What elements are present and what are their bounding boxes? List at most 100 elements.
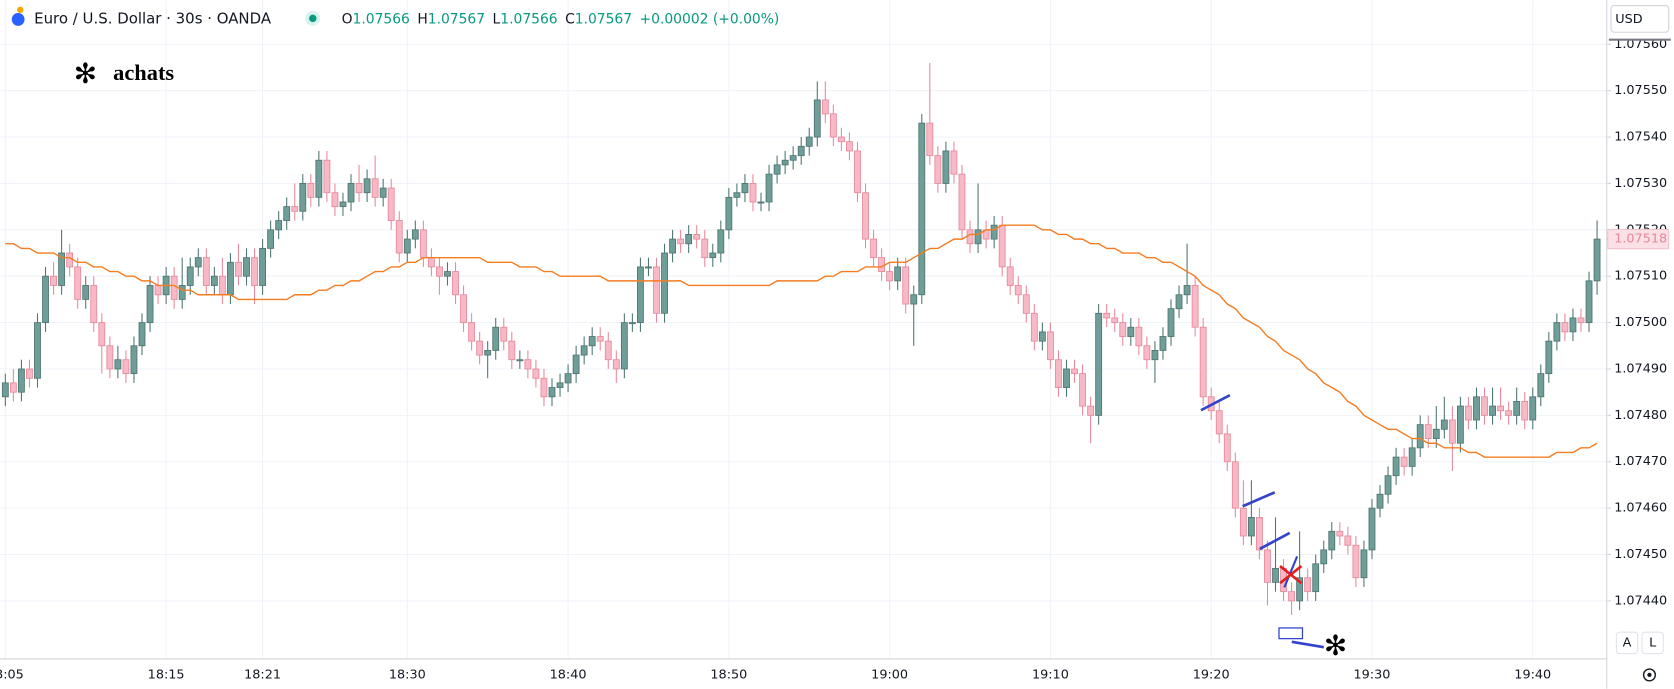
- scale-button[interactable]: [1641, 631, 1664, 655]
- candle-body: [34, 322, 41, 379]
- candle-body: [1127, 326, 1135, 337]
- y-tick-label: 1.07500: [1614, 315, 1667, 330]
- candle-body: [741, 183, 749, 194]
- symbol-title: Euro / U.S. Dollar · 30s · OANDA: [34, 9, 272, 27]
- candle-body: [82, 285, 90, 300]
- trend-line[interactable]: [1200, 394, 1231, 412]
- candle-body: [910, 294, 918, 305]
- candle-body: [251, 257, 258, 286]
- candle-body: [1376, 493, 1384, 509]
- candle-body: [427, 257, 435, 268]
- y-tick-label: 1.07530: [1614, 176, 1667, 191]
- y-tick-label: 1.07550: [1614, 83, 1667, 98]
- candle-body: [1143, 345, 1151, 361]
- y-tick-label: 1.07450: [1614, 547, 1667, 562]
- candle-body: [1159, 336, 1167, 351]
- candle-body: [556, 382, 564, 388]
- candle-body: [733, 192, 741, 198]
- x-tick-label: 19:40: [1514, 667, 1551, 682]
- candle-body: [500, 326, 508, 342]
- legend-value: 1.07567: [575, 11, 632, 27]
- candle-body: [572, 354, 580, 375]
- candle-body: [1384, 475, 1392, 495]
- candle-body: [259, 247, 267, 286]
- y-tick-label: 1.07470: [1614, 454, 1667, 469]
- candle-body: [1328, 530, 1336, 551]
- candle-body: [701, 238, 709, 259]
- candle-body: [1432, 428, 1440, 439]
- trend-line[interactable]: [1291, 640, 1325, 649]
- trend-line[interactable]: [1283, 556, 1299, 588]
- candle-body: [1183, 285, 1191, 296]
- candle-body: [588, 336, 596, 347]
- candle-body: [235, 261, 242, 277]
- candle-body: [1320, 549, 1328, 565]
- candle-body: [669, 238, 676, 254]
- candle-body: [371, 178, 379, 198]
- scale-button-label: A: [1623, 635, 1632, 650]
- candle-body: [379, 187, 387, 198]
- candle-body: [452, 271, 459, 296]
- candle-body: [797, 145, 805, 157]
- candle-body: [1513, 401, 1521, 416]
- candle-body: [637, 266, 644, 324]
- candle-body: [1103, 312, 1111, 319]
- candle-body: [628, 322, 636, 325]
- candle-body: [580, 345, 588, 356]
- x-tick-label: 18:21: [244, 667, 281, 682]
- candle-body: [1095, 312, 1103, 416]
- last-price-label: 1.07518: [1614, 232, 1667, 247]
- candle-body: [468, 322, 476, 342]
- candle-body: [130, 345, 138, 375]
- annotation-marker: ✻: [1324, 629, 1347, 662]
- candle-body: [1215, 410, 1223, 435]
- cross-marker: [1279, 564, 1303, 585]
- annotation-marker: ✻: [74, 57, 97, 90]
- legend-value: 1.07566: [353, 11, 410, 27]
- candle-body: [1296, 577, 1304, 602]
- candle-body: [709, 252, 717, 259]
- legend-key: L: [493, 11, 501, 27]
- settings-icon[interactable]: [1642, 668, 1657, 682]
- candle-body: [837, 136, 845, 143]
- candle-body: [1063, 368, 1070, 388]
- market-status-dot: [309, 14, 317, 23]
- symbol-icon: [17, 6, 24, 14]
- candle-body: [1272, 568, 1279, 583]
- candle-body: [138, 322, 146, 347]
- candle-body: [829, 113, 837, 138]
- candle-body: [604, 340, 612, 361]
- settings-icon: [1647, 672, 1652, 678]
- y-tick-label: 1.07540: [1614, 130, 1667, 145]
- x-tick-label: 18:05: [0, 667, 24, 682]
- rectangle-drawing[interactable]: [1278, 627, 1304, 640]
- candle-body: [942, 150, 950, 184]
- trend-line[interactable]: [1259, 531, 1291, 551]
- candle-body: [926, 122, 934, 157]
- candle-body: [516, 359, 524, 362]
- candle-body: [1529, 396, 1537, 421]
- candle-body: [1497, 405, 1505, 412]
- candle-body: [749, 183, 757, 203]
- candle-body: [862, 192, 869, 240]
- candle-body: [1223, 433, 1231, 463]
- candle-body: [218, 275, 226, 296]
- trend-line[interactable]: [1242, 491, 1276, 508]
- candle-body: [1151, 350, 1159, 361]
- candle-body: [564, 373, 572, 384]
- candle-body: [934, 155, 942, 184]
- candle-body: [1199, 326, 1207, 398]
- currency-button[interactable]: [1610, 5, 1670, 33]
- candle-body: [1312, 563, 1320, 593]
- candle-body: [757, 201, 765, 204]
- drawings: ✻ achats ✻: [74, 57, 1347, 662]
- candle-body: [1352, 544, 1360, 579]
- plot-area: [1, 62, 1601, 615]
- candle-body: [484, 350, 492, 356]
- candle-body: [1416, 424, 1424, 449]
- candle-body: [524, 359, 532, 370]
- candle-body: [918, 122, 926, 296]
- scale-button[interactable]: [1615, 631, 1639, 655]
